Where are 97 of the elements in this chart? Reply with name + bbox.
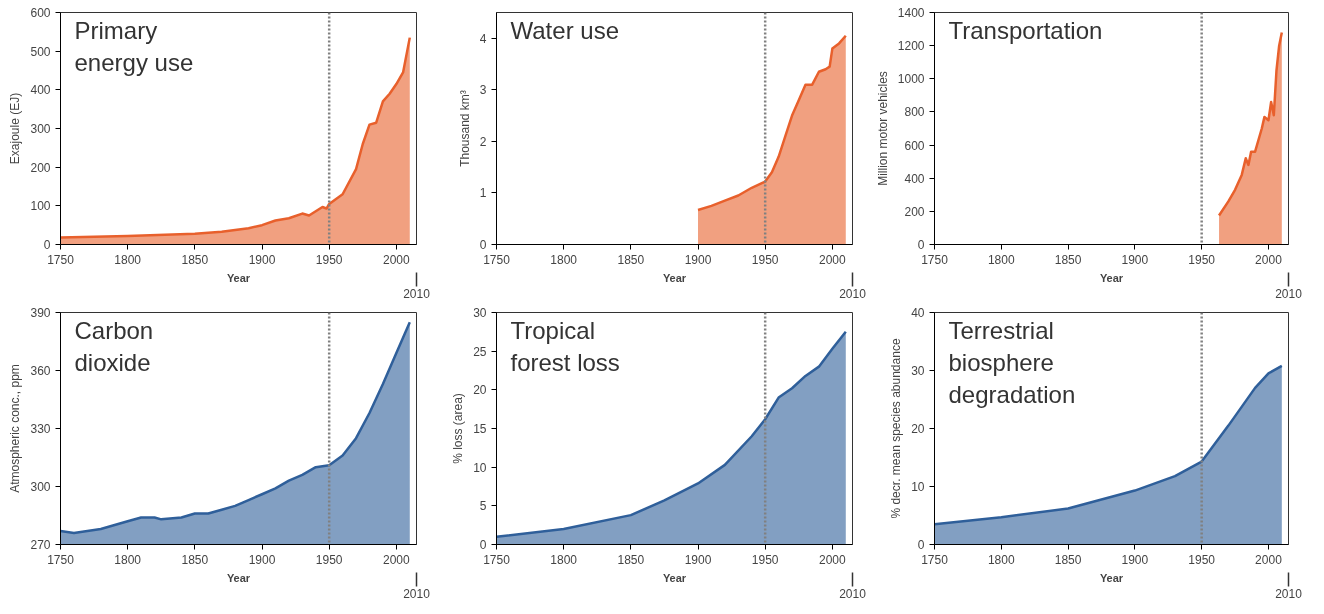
y-tick-label: 390 [30,306,51,320]
x-tick-label: 1900 [248,552,276,567]
text: Primary energy use [74,16,194,76]
y-tick-label: 1000 [897,72,925,87]
x-tick-label: 1800 [987,252,1015,267]
x-tick-label: 1800 [987,552,1015,567]
y-tick-label: 0 [917,538,925,552]
x-tick-label: 1950 [1188,552,1216,567]
y-axis-title: Thousand km³ [457,90,472,167]
y-tick-label: 330 [30,422,51,436]
x-axis-title: Year [662,571,687,584]
y-axis-title: % loss (area) [451,393,466,464]
y-tick-label: 270 [30,538,51,552]
chart-title: Water use [510,16,619,44]
x-tick-label: 1850 [1054,552,1082,567]
x-tick-label: 1750 [47,552,75,567]
y-tick-label: 0 [479,538,487,552]
y-tick-label: 300 [30,480,51,494]
y-tick-label: 600 [30,6,51,20]
y-tick-label: 300 [30,122,51,136]
y-tick-label: 100 [30,199,51,214]
x-tick-label: 1850 [1054,252,1082,267]
x-tick-label: 2000 [819,552,847,567]
y-tick-label: 40 [911,306,925,320]
y-tick-label: 200 [30,160,51,175]
x-tick-label: 1850 [617,252,645,267]
text: Carbon dioxide [74,316,154,376]
y-tick-label: 360 [30,364,51,378]
x-axis-title: Year [662,271,687,284]
y-tick-label: 0 [917,238,925,252]
y-tick-label: 30 [911,364,925,378]
y-tick-label: 5 [479,499,487,514]
x-tick-label: 2000 [1255,552,1283,567]
x-tick-label: 1950 [315,252,343,267]
y-axis-title: % decr. mean species abundance [889,338,904,519]
text: 2010 [403,286,431,301]
y-tick-label: 1200 [897,39,925,54]
x-tick-label: 1950 [751,552,779,567]
y-tick-label: 1 [479,186,487,201]
y-tick-label: 20 [473,383,487,398]
x-tick-label: 1800 [550,552,578,567]
y-tick-label: 20 [911,422,925,436]
x-axis-title: Year [1099,571,1124,584]
y-tick-label: 200 [904,204,925,219]
x-tick-label: 1950 [315,552,343,567]
y-tick-label: 3 [479,83,487,98]
x-tick-label: 2000 [1255,252,1283,267]
text: 2010 [1275,586,1303,601]
y-tick-label: 30 [473,306,487,320]
x-axis-title: Year [226,571,251,584]
y-tick-label: 15 [473,422,487,436]
y-tick-label: 10 [911,480,925,494]
x-axis-title: Year [226,271,251,284]
text: 2010 [839,286,867,301]
x-tick-label: 1750 [483,252,511,267]
y-tick-label: 1400 [897,6,925,20]
x-tick-label: 1750 [921,552,949,567]
y-tick-label: 600 [904,138,925,153]
text: Tropical forest loss [510,316,620,376]
x-tick-label: 1800 [114,252,142,267]
y-tick-label: 25 [473,344,487,359]
text: 2010 [839,586,867,601]
y-tick-label: 500 [30,44,51,59]
x-tick-label: 1900 [1121,552,1149,567]
y-tick-label: 800 [904,105,925,120]
x-tick-label: 1750 [47,252,75,267]
y-tick-label: 400 [30,83,51,98]
x-tick-label: 1750 [921,252,949,267]
x-tick-label: 1900 [684,552,712,567]
y-axis-title: Exajoule (EJ) [8,92,23,165]
y-tick-label: 400 [904,171,925,186]
x-tick-label: 2000 [383,552,411,567]
x-tick-label: 1850 [181,552,209,567]
text: 2010 [403,586,431,601]
x-tick-label: 1900 [684,252,712,267]
x-tick-label: 1750 [483,552,511,567]
y-tick-label: 0 [43,238,51,252]
text: 2010 [1275,286,1303,301]
x-tick-label: 1950 [751,252,779,267]
y-tick-label: 10 [473,460,487,475]
x-tick-label: 1900 [248,252,276,267]
x-tick-label: 1800 [114,552,142,567]
y-tick-label: 0 [479,238,487,252]
y-tick-label: 4 [479,31,487,46]
x-tick-label: 1850 [181,252,209,267]
x-tick-label: 2000 [383,252,411,267]
x-tick-label: 1900 [1121,252,1149,267]
x-tick-label: 2000 [819,252,847,267]
y-axis-title: Atmospheric conc., ppm [8,364,23,493]
x-axis-title: Year [1099,271,1124,284]
y-tick-label: 2 [479,134,487,149]
x-tick-label: 1950 [1188,252,1216,267]
x-tick-label: 1850 [617,552,645,567]
x-tick-label: 1800 [550,252,578,267]
chart-title: Transportation [948,16,1103,44]
text: Terrestrial biosphere degradation [948,316,1076,409]
y-axis-title: Million motor vehicles [875,71,890,186]
